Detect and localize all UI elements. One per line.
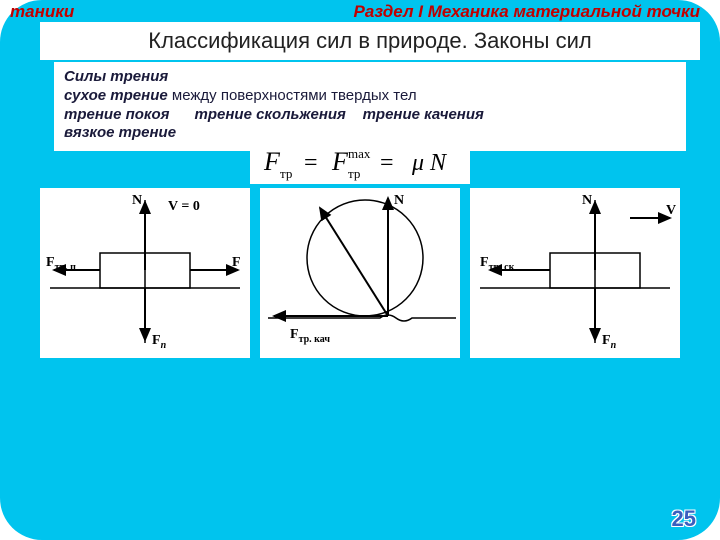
d3-Ftr: Fтр. ск (480, 255, 515, 273)
formula-F2: F (331, 147, 349, 176)
formula-svg: F тр = F тр max = μ N (250, 144, 470, 184)
diagram-static-friction: N V = 0 F Fтр. п Fn (40, 188, 250, 358)
d1-Ftr: Fтр. п (46, 255, 76, 273)
d3-Fn: Fn (602, 333, 617, 351)
formula-box: F тр = F тр max = μ N (250, 144, 470, 184)
slide: таники Раздел I Механика материальной то… (0, 0, 720, 540)
text-l2b: сухое трение (64, 87, 168, 104)
header-right: Раздел I Механика материальной точки (354, 2, 700, 22)
d2-N: N (394, 193, 404, 208)
text-l3c: трение качения (363, 106, 484, 123)
formula-sup2: max (348, 146, 371, 161)
d1-F: F (232, 255, 241, 270)
d1-V0: V = 0 (168, 199, 200, 214)
formula-eq2: = (380, 150, 394, 176)
diagram2-svg: N Fтр. кач (260, 188, 460, 358)
d1-N: N (132, 193, 142, 208)
diagrams-row: N V = 0 F Fтр. п Fn (40, 188, 680, 358)
d3-V: V (666, 203, 676, 218)
formula-sub1: тр (280, 166, 292, 181)
text-l3a: трение покоя (64, 106, 170, 123)
diagram3-svg: N V Fтр. ск Fn (470, 188, 680, 358)
d3-N: N (582, 193, 592, 208)
diagram-sliding-friction: N V Fтр. ск Fn (470, 188, 680, 358)
d1-Fn: Fn (152, 333, 167, 351)
text-l3b: трение скольжения (195, 106, 346, 123)
header-left: таники (10, 2, 74, 22)
page-title: Классификация сил в природе. Законы сил (148, 28, 591, 53)
diagram1-svg: N V = 0 F Fтр. п Fn (40, 188, 250, 358)
page-number: 25 (672, 506, 696, 532)
text-box: Силы трения сухое трение между поверхнос… (54, 62, 686, 151)
formula-N: N (429, 150, 448, 176)
text-l4: вязкое трение (64, 124, 176, 141)
text-l1: Силы трения (64, 68, 168, 85)
formula-mu: μ (411, 150, 424, 176)
formula-F1: F (263, 147, 281, 176)
title-box: Классификация сил в природе. Законы сил (40, 22, 700, 60)
text-l2r: между поверхностями твердых тел (168, 87, 417, 104)
diagram-rolling-friction: N Fтр. кач (260, 188, 460, 358)
formula-sub2: тр (348, 166, 360, 181)
d2-Ftr: Fтр. кач (290, 327, 330, 345)
formula-eq1: = (304, 150, 318, 176)
